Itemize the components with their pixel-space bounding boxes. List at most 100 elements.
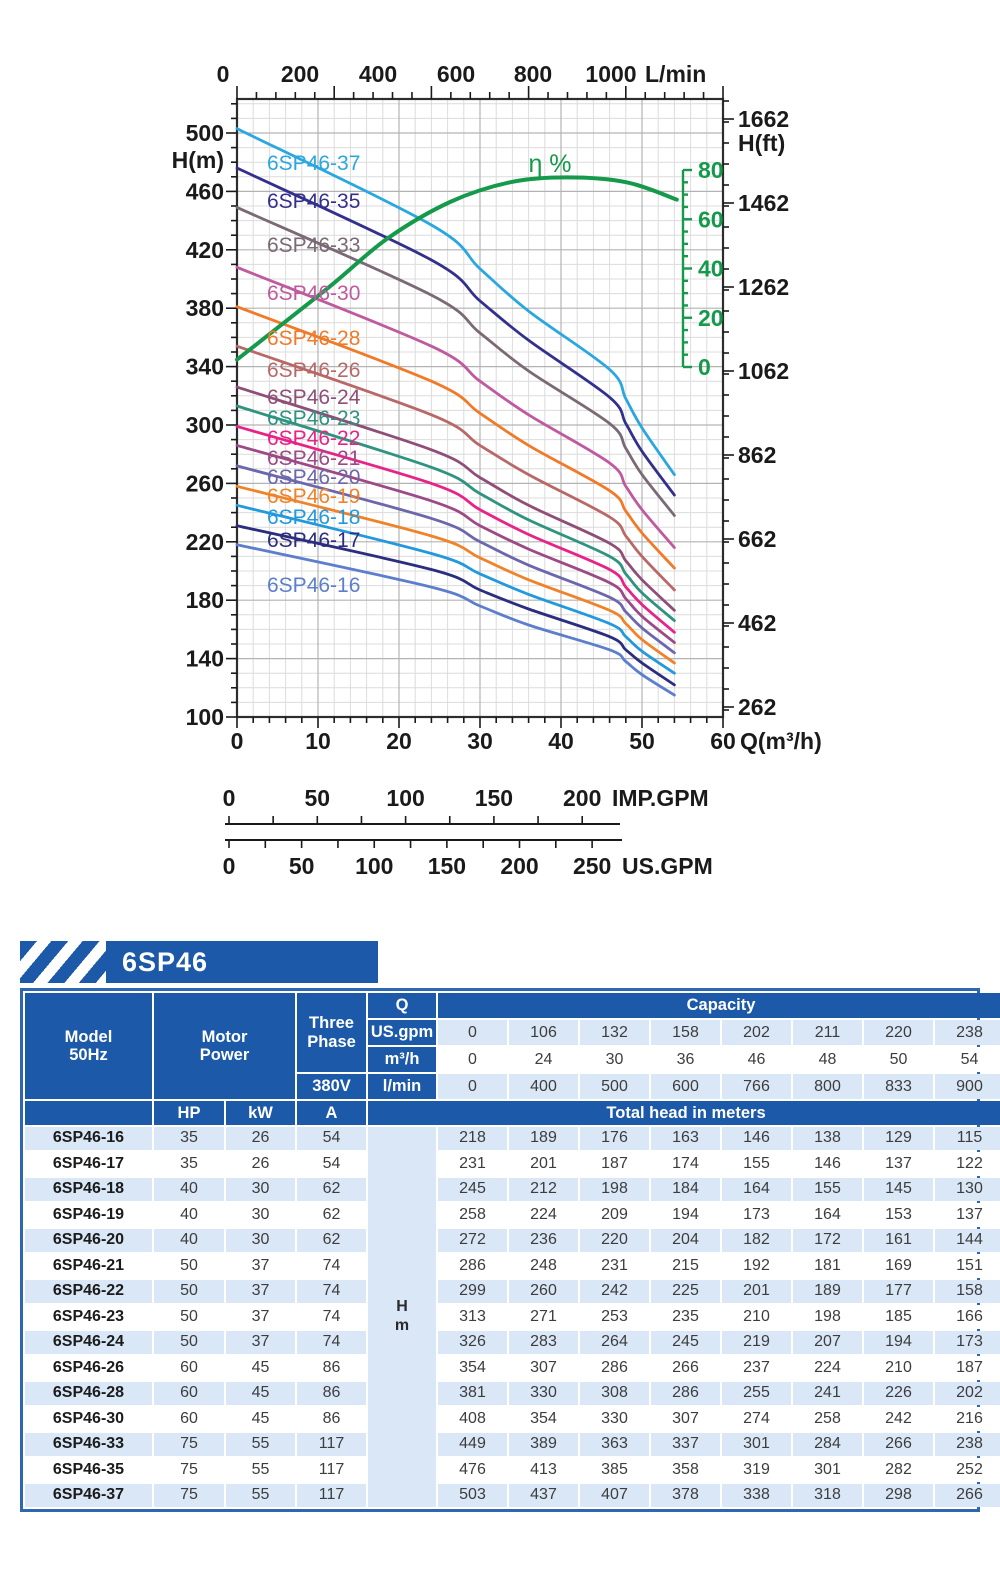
table-row: 6SP46-37 75 55 117 503 437 407 378 338 318 298 266 — [25, 1483, 1000, 1507]
a-cell: 117 — [297, 1458, 366, 1482]
us-gpm-ruler: 0 50 100 150 200 250 US.GPM — [223, 839, 713, 879]
hp-cell: 75 — [154, 1483, 224, 1507]
header-capacity: Capacity — [438, 993, 1000, 1018]
grid — [237, 99, 723, 717]
kw-cell: 26 — [226, 1126, 295, 1150]
pump-curve-6SP46-24 — [235, 385, 676, 612]
head-value-cell: 155 — [722, 1152, 791, 1176]
table-row: 380V l/min 0 400 500 600 766 800 833 900 — [25, 1074, 1000, 1099]
head-value-cell: 182 — [722, 1228, 791, 1252]
us-tick-label: 250 — [573, 853, 611, 879]
capacity-value: 766 — [722, 1074, 791, 1099]
head-value-cell: 389 — [509, 1432, 578, 1456]
capacity-value: 0 — [438, 1074, 507, 1099]
head-value-cell: 266 — [935, 1483, 1000, 1507]
head-value-cell: 248 — [509, 1254, 578, 1278]
head-value-cell: 286 — [438, 1254, 507, 1278]
hp-cell: 40 — [154, 1203, 224, 1227]
eta-tick-label: 40 — [698, 256, 724, 282]
head-value-cell: 115 — [935, 1126, 1000, 1150]
head-value-cell: 258 — [793, 1407, 862, 1431]
kw-cell: 45 — [226, 1407, 295, 1431]
head-value-cell: 161 — [864, 1228, 933, 1252]
model-cell: 6SP46-26 — [25, 1356, 152, 1380]
capacity-value: 800 — [793, 1074, 862, 1099]
bottom-axis-tick-label: 50 — [629, 728, 655, 754]
curve-label-6SP46-16: 6SP46-16 — [267, 574, 360, 597]
top-axis-tick-label: 0 — [217, 61, 230, 87]
capacity-value: 106 — [509, 1020, 578, 1045]
curve-label-6SP46-28: 6SP46-28 — [267, 327, 360, 350]
head-value-cell: 252 — [935, 1458, 1000, 1482]
curve-label-6SP46-30: 6SP46-30 — [267, 282, 360, 305]
series-banner: 6SP46 — [20, 941, 378, 983]
head-value-cell: 338 — [722, 1483, 791, 1507]
model-cell: 6SP46-16 — [25, 1126, 152, 1150]
head-value-cell: 363 — [580, 1432, 649, 1456]
head-value-cell: 164 — [722, 1177, 791, 1201]
capacity-value: 400 — [509, 1074, 578, 1099]
us-tick-label: 100 — [355, 853, 393, 879]
hp-cell: 40 — [154, 1228, 224, 1252]
head-value-cell: 151 — [935, 1254, 1000, 1278]
hp-cell: 50 — [154, 1279, 224, 1303]
capacity-value: 500 — [580, 1074, 649, 1099]
a-cell: 54 — [297, 1126, 366, 1150]
head-value-cell: 326 — [438, 1330, 507, 1354]
head-value-cell: 164 — [793, 1203, 862, 1227]
model-cell: 6SP46-37 — [25, 1483, 152, 1507]
head-value-cell: 172 — [793, 1228, 862, 1252]
kw-cell: 30 — [226, 1228, 295, 1252]
model-cell: 6SP46-20 — [25, 1228, 152, 1252]
curve-label-6SP46-37: 6SP46-37 — [267, 152, 360, 175]
head-value-cell: 146 — [793, 1152, 862, 1176]
bottom-axis-tick-label: 20 — [386, 728, 412, 754]
head-value-cell: 286 — [651, 1381, 720, 1405]
pump-curve-6SP46-33 — [235, 206, 676, 517]
table-row: 6SP46-35 75 55 117 476 413 385 358 319 301 282 252 — [25, 1458, 1000, 1482]
table-row: 6SP46-17 35 26 54 231 201 187 174 155 146 137 122 — [25, 1152, 1000, 1176]
header-model: Model 50Hz — [25, 993, 152, 1099]
header-a: A — [297, 1101, 366, 1125]
head-value-cell: 337 — [651, 1432, 720, 1456]
a-cell: 62 — [297, 1228, 366, 1252]
efficiency-curve — [235, 175, 679, 362]
table-row: 6SP46-30 60 45 86 408 354 330 307 274 258 242 216 — [25, 1407, 1000, 1431]
table-row: US.gpm 0 106 132 158 202 211 220 238 — [25, 1020, 1000, 1045]
pump-curve-6SP46-35 — [235, 166, 676, 497]
head-value-cell: 260 — [509, 1279, 578, 1303]
head-value-cell: 169 — [864, 1254, 933, 1278]
head-value-cell: 216 — [935, 1407, 1000, 1431]
head-value-cell: 330 — [509, 1381, 578, 1405]
head-value-cell: 207 — [793, 1330, 862, 1354]
hp-cell: 60 — [154, 1356, 224, 1380]
table-row: 6SP46-18 40 30 62 245 212 198 184 164 155 145 130 — [25, 1177, 1000, 1201]
capacity-value: 24 — [509, 1047, 578, 1072]
spec-table: Model 50Hz Motor Power Three Phase Q Capacity US… — [23, 991, 1000, 1509]
head-value-cell: 282 — [864, 1458, 933, 1482]
kw-cell: 37 — [226, 1279, 295, 1303]
kw-cell: 26 — [226, 1152, 295, 1176]
capacity-value: 132 — [580, 1020, 649, 1045]
header-hp: HP — [154, 1101, 224, 1125]
header-three-phase: Three Phase — [297, 993, 366, 1072]
model-cell: 6SP46-18 — [25, 1177, 152, 1201]
head-value-cell: 210 — [864, 1356, 933, 1380]
kw-cell: 30 — [226, 1203, 295, 1227]
model-cell: 6SP46-21 — [25, 1254, 152, 1278]
table-row: m³/h 0 24 30 36 46 48 50 54 — [25, 1047, 1000, 1072]
us-tick-label: 0 — [223, 853, 236, 879]
a-cell: 54 — [297, 1152, 366, 1176]
head-value-cell: 408 — [438, 1407, 507, 1431]
capacity-value: 36 — [651, 1047, 720, 1072]
pump-curve-6SP46-19 — [235, 484, 676, 665]
head-value-cell: 245 — [651, 1330, 720, 1354]
kw-cell: 37 — [226, 1330, 295, 1354]
curve-label-6SP46-33: 6SP46-33 — [267, 234, 360, 257]
kw-cell: 37 — [226, 1254, 295, 1278]
pump-curve-6SP46-28 — [235, 305, 676, 570]
a-cell: 74 — [297, 1305, 366, 1329]
model-cell: 6SP46-33 — [25, 1432, 152, 1456]
